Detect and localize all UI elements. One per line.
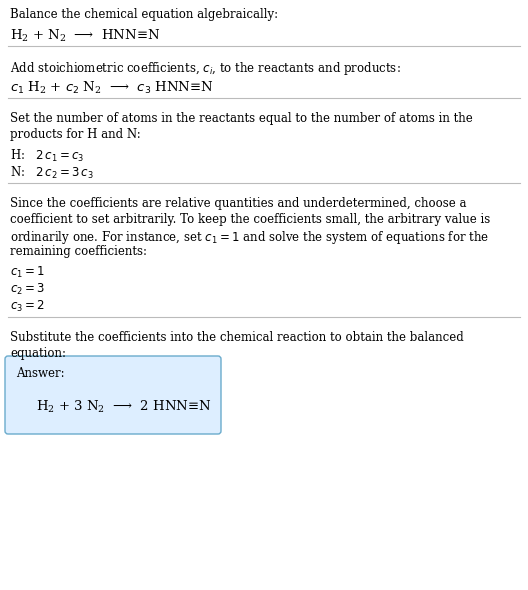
Text: Balance the chemical equation algebraically:: Balance the chemical equation algebraica… bbox=[10, 8, 278, 21]
Text: $\mathregular{H_2}$ + $\mathregular{N_2}$  ⟶  HNN≡N: $\mathregular{H_2}$ + $\mathregular{N_2}… bbox=[10, 28, 160, 44]
Text: Answer:: Answer: bbox=[16, 367, 64, 380]
Text: $c_3 = 2$: $c_3 = 2$ bbox=[10, 299, 45, 314]
Text: H:   $2\,c_1 = c_3$: H: $2\,c_1 = c_3$ bbox=[10, 148, 84, 164]
Text: equation:: equation: bbox=[10, 347, 66, 360]
Text: Since the coefficients are relative quantities and underdetermined, choose a: Since the coefficients are relative quan… bbox=[10, 197, 467, 210]
Text: products for H and N:: products for H and N: bbox=[10, 128, 141, 141]
Text: ordinarily one. For instance, set $c_1 = 1$ and solve the system of equations fo: ordinarily one. For instance, set $c_1 =… bbox=[10, 229, 489, 246]
Text: $c_2 = 3$: $c_2 = 3$ bbox=[10, 282, 45, 297]
Text: remaining coefficients:: remaining coefficients: bbox=[10, 245, 147, 258]
FancyBboxPatch shape bbox=[5, 356, 221, 434]
Text: coefficient to set arbitrarily. To keep the coefficients small, the arbitrary va: coefficient to set arbitrarily. To keep … bbox=[10, 213, 491, 226]
Text: $\mathregular{H_2}$ + 3 $\mathregular{N_2}$  ⟶  2 HNN≡N: $\mathregular{H_2}$ + 3 $\mathregular{N_… bbox=[36, 399, 211, 415]
Text: N:   $2\,c_2 = 3\,c_3$: N: $2\,c_2 = 3\,c_3$ bbox=[10, 165, 93, 181]
Text: $c_1 = 1$: $c_1 = 1$ bbox=[10, 265, 45, 280]
Text: $c_1$ $\mathregular{H_2}$ + $c_2$ $\mathregular{N_2}$  ⟶  $c_3$ HNN≡N: $c_1$ $\mathregular{H_2}$ + $c_2$ $\math… bbox=[10, 80, 213, 96]
Text: Set the number of atoms in the reactants equal to the number of atoms in the: Set the number of atoms in the reactants… bbox=[10, 112, 473, 125]
Text: Add stoichiometric coefficients, $c_i$, to the reactants and products:: Add stoichiometric coefficients, $c_i$, … bbox=[10, 60, 401, 77]
Text: Substitute the coefficients into the chemical reaction to obtain the balanced: Substitute the coefficients into the che… bbox=[10, 331, 464, 344]
